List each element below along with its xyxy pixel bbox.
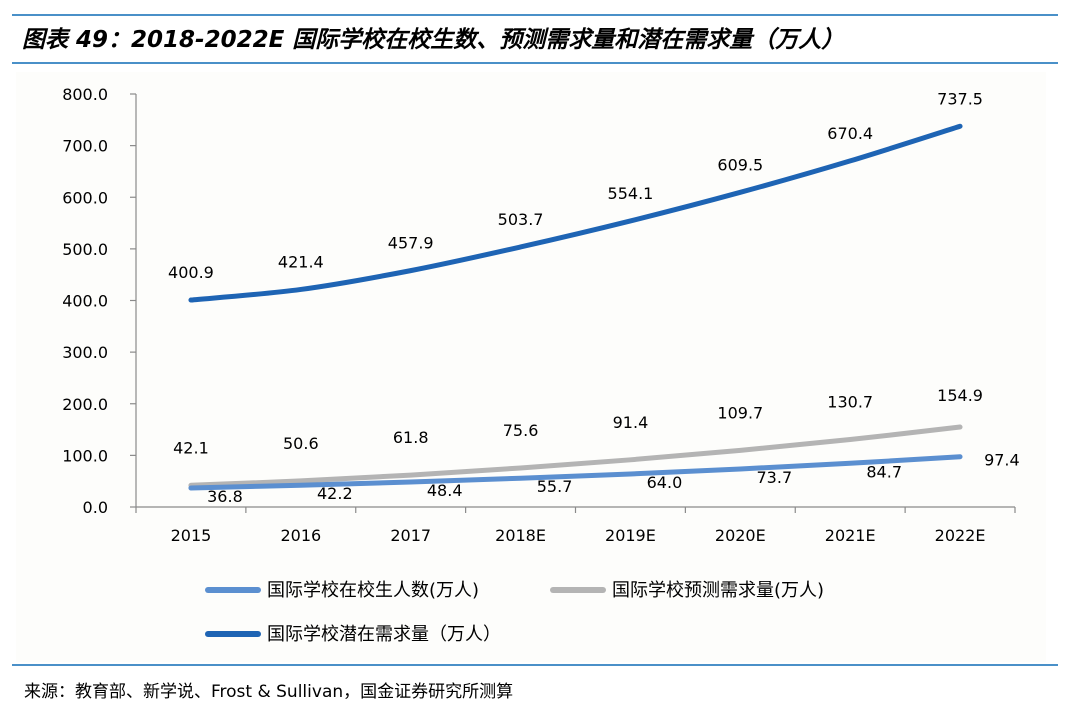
header-bottom-rule <box>12 62 1058 64</box>
y-tick-label: 600.0 <box>62 188 108 207</box>
legend-label-forecast-demand: 国际学校预测需求量(万人) <box>612 580 825 601</box>
data-label-forecast-demand: 61.8 <box>393 428 429 447</box>
data-label-potential-demand: 609.5 <box>717 155 763 174</box>
data-label-enrolled: 64.0 <box>647 473 683 492</box>
data-label-potential-demand: 400.9 <box>168 263 214 282</box>
y-tick-label: 200.0 <box>62 395 108 414</box>
y-tick-label: 300.0 <box>62 343 108 362</box>
x-tick-label: 2018E <box>495 526 546 545</box>
x-tick-label: 2017 <box>390 526 431 545</box>
data-label-enrolled: 42.2 <box>317 484 353 503</box>
data-label-forecast-demand: 91.4 <box>613 413 649 432</box>
data-label-potential-demand: 421.4 <box>278 252 324 271</box>
chart-header: 图表 49：2018-2022E 国际学校在校生数、预测需求量和潜在需求量（万人… <box>0 0 1080 66</box>
x-tick-label: 2020E <box>715 526 766 545</box>
footer-rule <box>12 664 1058 666</box>
data-label-potential-demand: 737.5 <box>937 89 983 108</box>
y-tick-label: 800.0 <box>62 85 108 104</box>
data-label-potential-demand: 554.1 <box>608 184 654 203</box>
data-label-forecast-demand: 130.7 <box>827 393 873 412</box>
data-label-potential-demand: 503.7 <box>498 210 544 229</box>
legend-swatch-potential-demand <box>205 631 261 637</box>
data-label-enrolled: 55.7 <box>537 477 573 496</box>
legend-swatch-enrolled <box>205 587 261 593</box>
x-tick-label: 2016 <box>280 526 321 545</box>
data-label-enrolled: 36.8 <box>207 487 243 506</box>
data-label-enrolled: 97.4 <box>984 451 1020 470</box>
series-line-forecast-demand <box>188 424 963 488</box>
data-label-potential-demand: 457.9 <box>388 234 434 253</box>
legend-swatch-forecast-demand <box>550 587 606 593</box>
x-tick-label: 2021E <box>825 526 876 545</box>
header-top-rule <box>12 14 1058 16</box>
y-tick-label: 700.0 <box>62 137 108 156</box>
data-label-potential-demand: 670.4 <box>827 124 873 143</box>
source-note: 来源：教育部、新学说、Frost & Sullivan，国金证券研究所测算 <box>24 682 514 702</box>
legend-label-potential-demand: 国际学校潜在需求量（万人） <box>267 624 501 645</box>
y-tick-label: 100.0 <box>62 446 108 465</box>
data-label-forecast-demand: 75.6 <box>503 421 539 440</box>
data-label-enrolled: 48.4 <box>427 481 463 500</box>
legend-label-enrolled: 国际学校在校生人数(万人) <box>267 580 480 601</box>
data-label-enrolled: 73.7 <box>757 468 793 487</box>
data-label-forecast-demand: 109.7 <box>717 403 763 422</box>
data-label-forecast-demand: 50.6 <box>283 434 319 453</box>
data-label-enrolled: 84.7 <box>866 462 902 481</box>
series-line-enrolled <box>188 454 963 491</box>
data-label-forecast-demand: 154.9 <box>937 386 983 405</box>
series-line-potential-demand <box>188 123 963 303</box>
y-tick-label: 500.0 <box>62 240 108 259</box>
plot-area <box>16 72 1046 662</box>
x-tick-label: 2019E <box>605 526 656 545</box>
y-tick-label: 400.0 <box>62 292 108 311</box>
x-tick-label: 2015 <box>171 526 212 545</box>
x-tick-label: 2022E <box>935 526 986 545</box>
chart-title: 图表 49：2018-2022E 国际学校在校生数、预测需求量和潜在需求量（万人… <box>22 27 845 53</box>
data-label-forecast-demand: 42.1 <box>173 438 209 457</box>
y-tick-label: 0.0 <box>83 498 108 517</box>
